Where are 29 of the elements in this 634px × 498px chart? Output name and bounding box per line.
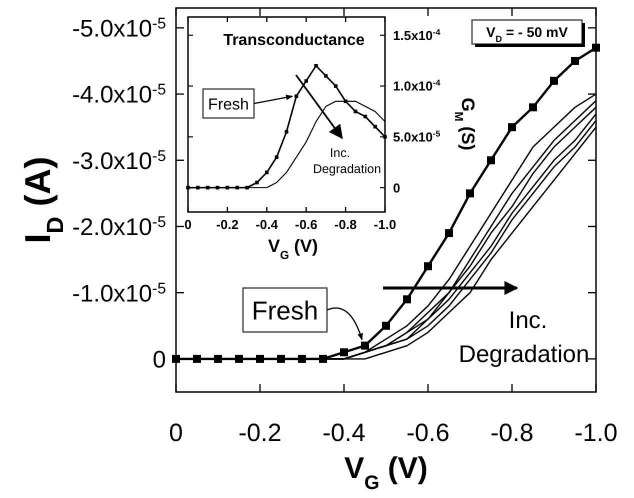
x-tick-label: -0.4 [256, 217, 279, 232]
x-tick-label: -0.2 [216, 217, 239, 232]
y-tick-label: -2.0x10$^{-5}$ [72, 214, 166, 242]
x-tick-label: -0.4 [322, 419, 366, 447]
y2-tick-label: 1.0x10$^{-4}$ [393, 78, 441, 94]
y-tick-label: -4.0x10$^{-5}$ [72, 81, 166, 109]
x-tick-label: -0.8 [334, 217, 357, 232]
x-tick-label: -1.0 [374, 217, 396, 232]
x-tick-label: -0.6 [406, 419, 450, 447]
y-tick-label: -5.0x10$^{-5}$ [72, 15, 166, 42]
y-tick-label: 0 [152, 346, 166, 374]
x-tick-label: -0.2 [238, 419, 282, 447]
y2-tick-label: 5.0x10$^{-5}$ [393, 128, 441, 145]
x-axis-title: V$_{G}$ (V) [268, 236, 318, 262]
y2-tick-label: 1.5x10$^{-4}$ [393, 26, 441, 43]
x-tick-label: -1.0 [574, 419, 618, 447]
text: Transconductance [223, 32, 365, 49]
y-tick-label: -3.0x10$^{-5}$ [72, 147, 166, 175]
legend-label: Fresh [252, 295, 318, 326]
x-tick-label: 0 [184, 217, 192, 232]
x-tick-label: -0.8 [490, 419, 534, 447]
y-tick-label: -1.0x10$^{-5}$ [72, 280, 166, 308]
legend-label: Fresh [208, 96, 249, 114]
annotation: Inc. Degradation [312, 146, 382, 176]
annotation: Inc. Degradation [458, 307, 590, 368]
x-axis-title: V$_{G}$ (V) [344, 452, 428, 494]
y2-tick-label: 0 [393, 180, 400, 196]
annotation: V$_{D}$ = - 50 mV [486, 24, 568, 44]
x-tick-label: -0.6 [294, 217, 318, 232]
